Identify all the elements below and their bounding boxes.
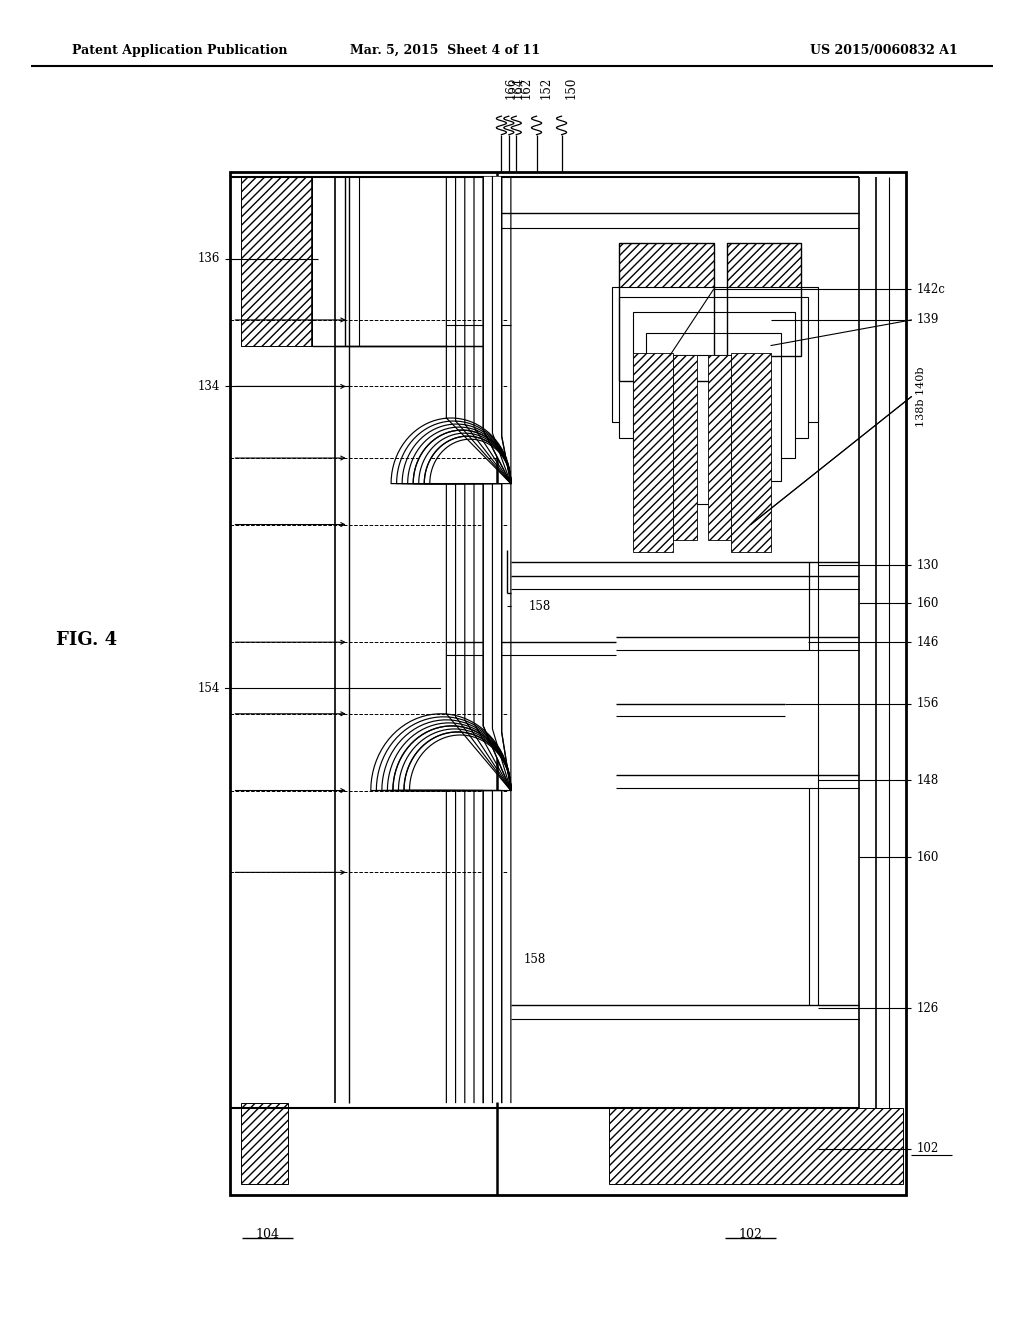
Text: 148: 148 (916, 774, 939, 787)
Bar (633, 313, 795, 458)
Text: 146: 146 (916, 636, 939, 648)
Bar (727, 243, 802, 356)
Text: 152: 152 (540, 77, 553, 99)
Text: 158: 158 (528, 599, 550, 612)
Bar (633, 354, 673, 552)
Text: 160: 160 (916, 850, 939, 863)
Bar (618, 243, 714, 381)
Text: 150: 150 (564, 77, 578, 99)
Bar (241, 1102, 288, 1184)
Bar (659, 355, 768, 504)
Text: 164: 164 (512, 77, 525, 99)
Text: 160: 160 (916, 597, 939, 610)
Text: 102: 102 (916, 1142, 939, 1155)
Text: 154: 154 (198, 681, 220, 694)
Text: 138b 140b: 138b 140b (916, 367, 927, 426)
Bar (673, 355, 696, 540)
Text: 162: 162 (519, 77, 532, 99)
Text: Patent Application Publication: Patent Application Publication (72, 44, 287, 57)
Bar (230, 172, 906, 1195)
Bar (708, 355, 730, 540)
Bar (646, 333, 781, 480)
Text: Mar. 5, 2015  Sheet 4 of 11: Mar. 5, 2015 Sheet 4 of 11 (350, 44, 541, 57)
Text: 156: 156 (916, 697, 939, 710)
Text: 130: 130 (916, 558, 939, 572)
Bar (727, 243, 802, 356)
Bar (609, 1107, 903, 1184)
Bar (730, 354, 771, 552)
Text: 126: 126 (916, 1002, 939, 1015)
Text: 104: 104 (256, 1228, 280, 1241)
Text: US 2015/0060832 A1: US 2015/0060832 A1 (810, 44, 957, 57)
Text: 139: 139 (916, 313, 939, 326)
Bar (612, 286, 818, 422)
Bar (618, 243, 714, 381)
Bar (241, 177, 311, 346)
Bar (618, 297, 808, 438)
Text: 166: 166 (505, 77, 517, 99)
Text: 102: 102 (739, 1228, 763, 1241)
Text: 134: 134 (198, 380, 220, 393)
Text: 136: 136 (198, 252, 220, 265)
Text: 158: 158 (523, 953, 546, 966)
Polygon shape (393, 177, 511, 1102)
Text: 142c: 142c (916, 282, 945, 296)
Text: FIG. 4: FIG. 4 (56, 631, 118, 649)
